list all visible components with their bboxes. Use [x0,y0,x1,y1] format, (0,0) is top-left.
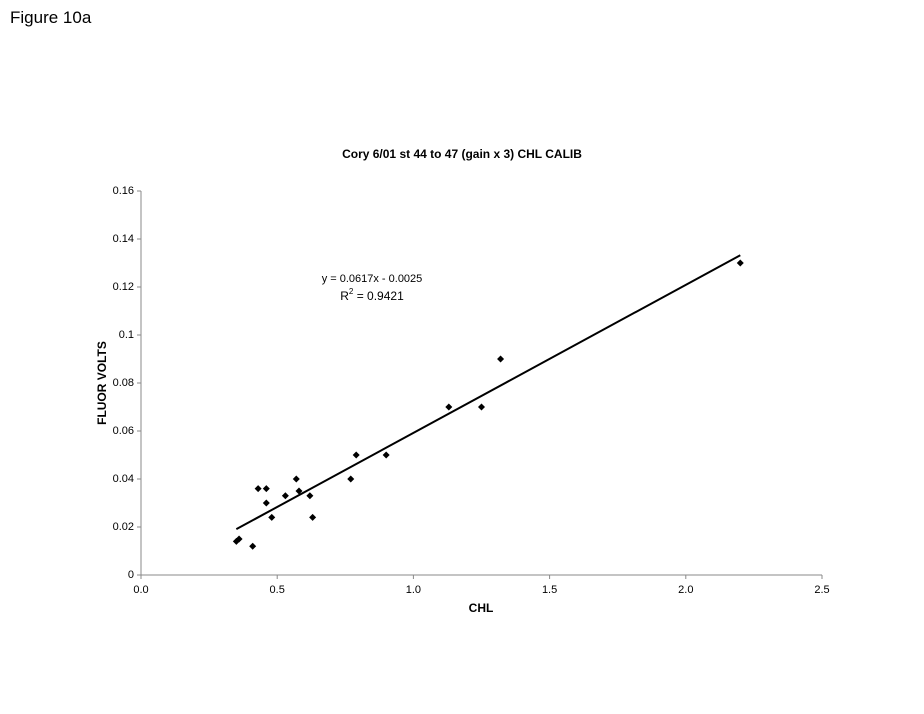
x-tick-label: 2.5 [814,584,829,596]
data-point [295,487,303,495]
data-point [445,403,453,411]
r-value: = 0.9421 [353,289,404,303]
y-tick-label: 0.14 [113,233,134,245]
y-tick-label: 0.02 [113,521,134,533]
x-tick-label: 0.0 [133,584,148,596]
y-axis-label: FLUOR VOLTS [95,341,109,425]
data-point [292,475,300,483]
data-point [249,542,257,550]
data-point [268,513,276,521]
y-tick-label: 0.04 [113,473,134,485]
data-point [497,355,505,363]
data-point [262,485,270,493]
chart-title: Cory 6/01 st 44 to 47 (gain x 3) CHL CAL… [342,147,582,161]
y-tick-label: 0.12 [113,281,134,293]
r-exponent: 2 [349,287,354,296]
data-point [352,451,360,459]
y-tick-label: 0 [128,569,134,581]
x-tick-label: 2.0 [678,584,693,596]
figure-label: Figure 10a [10,8,92,27]
data-point [382,451,390,459]
data-point [281,492,289,500]
x-axis-label: CHL [469,601,494,615]
y-tick-label: 0.08 [113,377,134,389]
r-symbol: R [340,289,349,303]
data-point [235,535,243,543]
r-squared: R2 = 0.9421 [340,287,404,303]
y-tick-label: 0.16 [113,185,134,197]
trendline [235,254,741,531]
x-tick-label: 0.5 [270,584,285,596]
data-point [736,259,744,267]
data-point [347,475,355,483]
data-point [262,499,270,507]
x-tick-label: 1.0 [406,584,421,596]
x-tick-label: 1.5 [542,584,557,596]
data-point [309,513,317,521]
y-tick-label: 0.06 [113,425,134,437]
data-point [254,485,262,493]
equation: y = 0.0617x - 0.0025 [322,273,423,285]
data-point [478,403,485,411]
data-point [306,492,314,500]
y-tick-label: 0.1 [119,329,134,341]
